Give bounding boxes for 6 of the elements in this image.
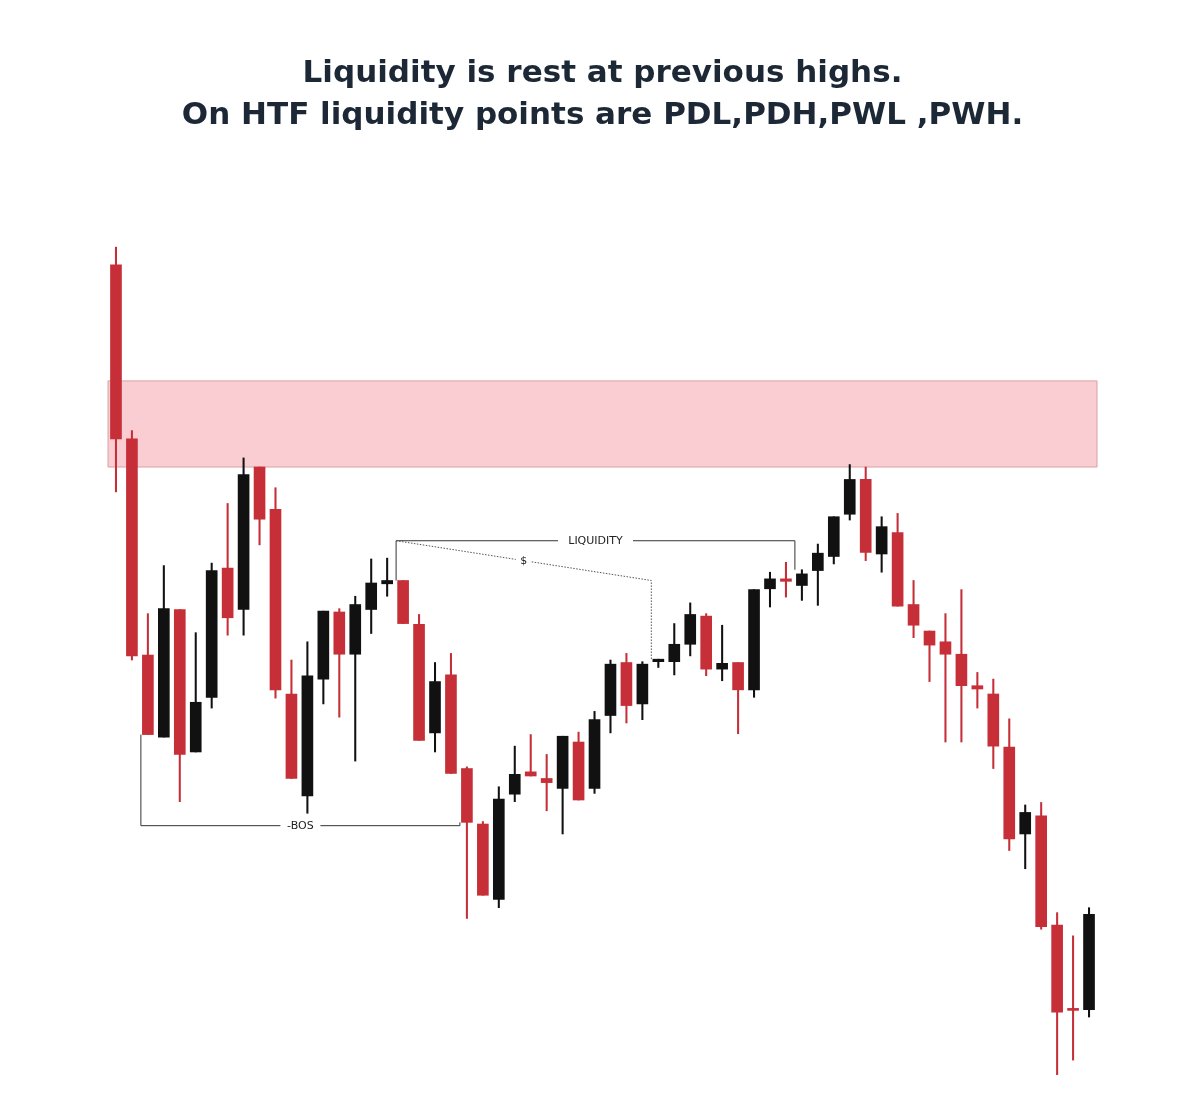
candlestick bbox=[1067, 935, 1079, 1061]
annotation: $ bbox=[520, 554, 528, 568]
candlestick bbox=[923, 630, 936, 682]
chart-title: Liquidity is rest at previous highs. On HTF liquidity points are PDL,PDH,PWL ,PWH. bbox=[181, 52, 1024, 131]
annotation: LIQUIDITY bbox=[568, 534, 624, 548]
annotation: -BOS bbox=[287, 819, 314, 833]
